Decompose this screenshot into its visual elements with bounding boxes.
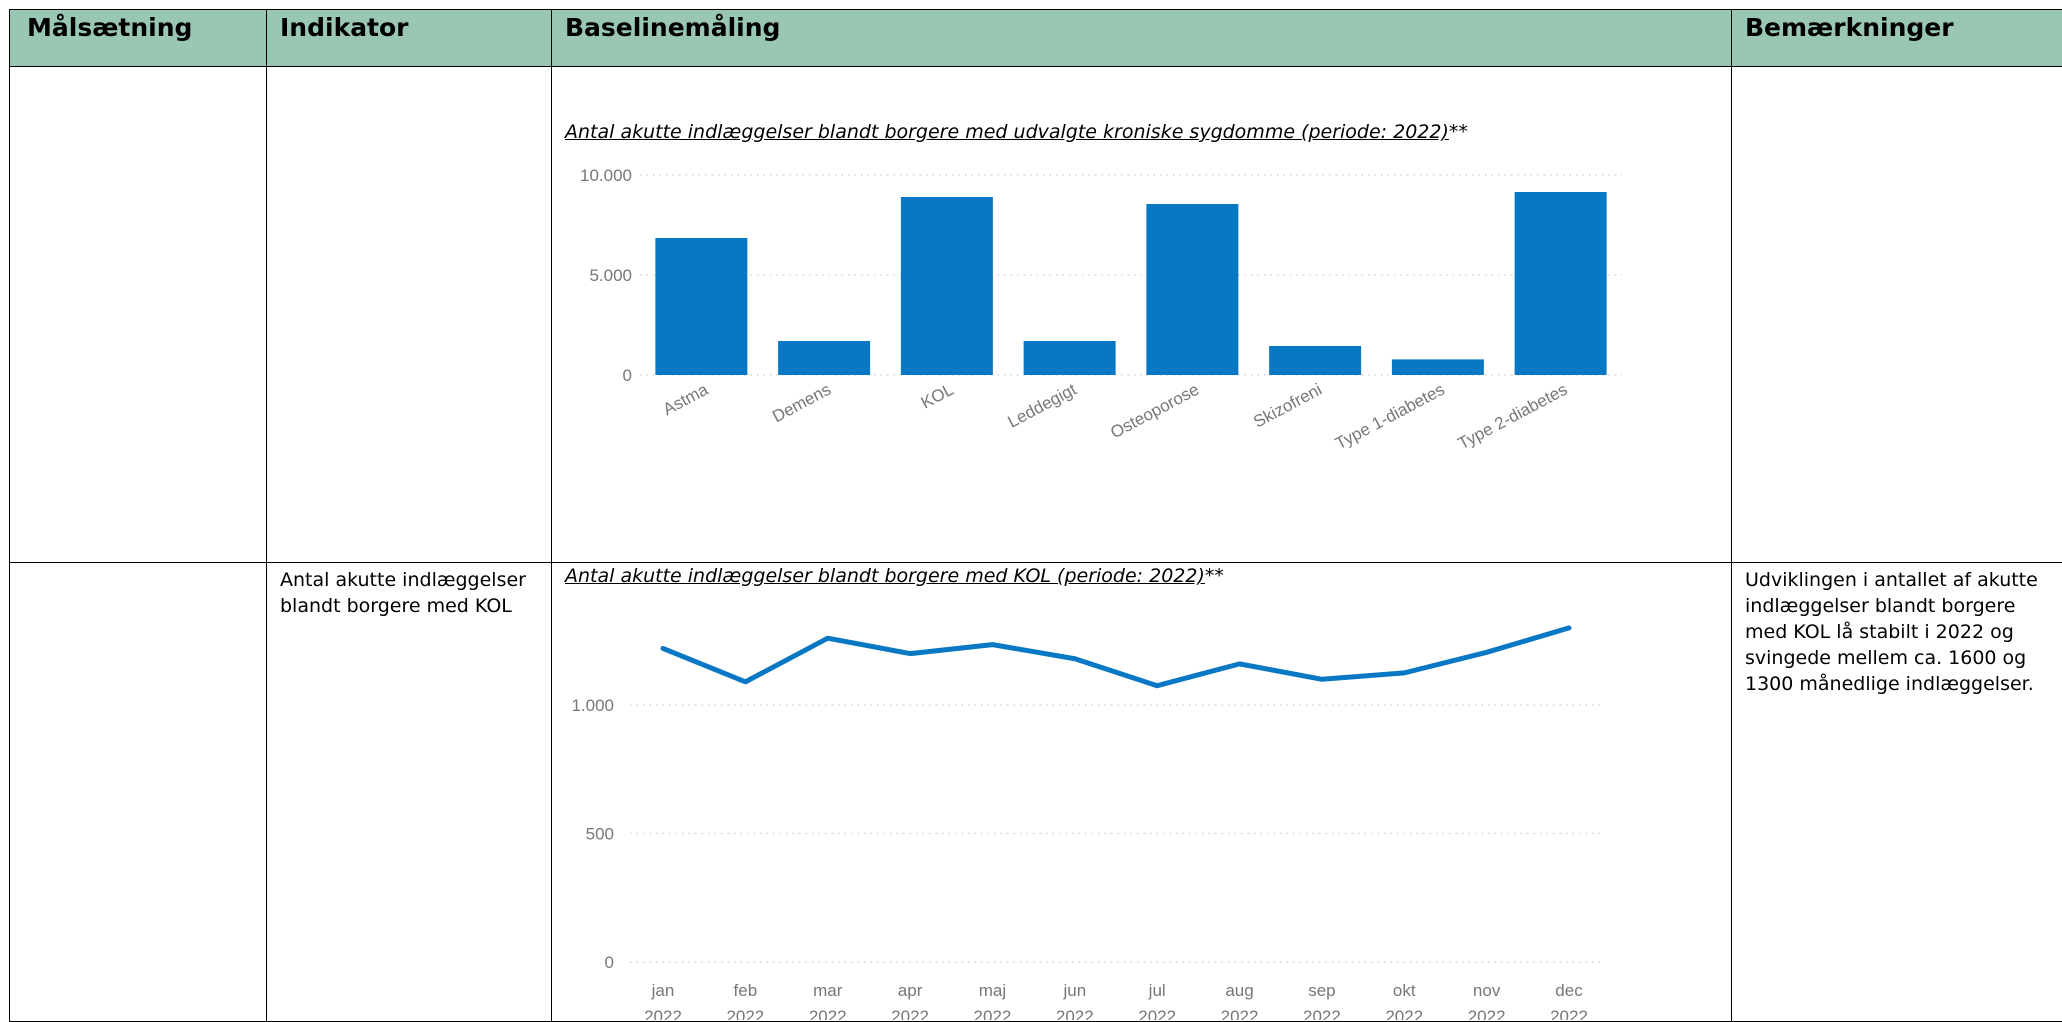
bar xyxy=(1146,204,1238,375)
line-chart: 0 500 1.000 jan 2022 feb 2022 mar 2022 apr 2022 maj… xyxy=(552,563,1730,1020)
cell-bemaerkninger xyxy=(1732,67,2062,563)
bar xyxy=(778,341,870,375)
series-line xyxy=(663,628,1569,686)
bar xyxy=(1024,341,1116,375)
y-tick-label: 5.000 xyxy=(589,266,632,285)
x-tick-label: maj xyxy=(979,981,1006,1000)
x-tick-sublabel: 2022 xyxy=(1221,1007,1259,1020)
y-tick-label: 1.000 xyxy=(571,696,614,715)
x-tick-label: okt xyxy=(1393,981,1416,1000)
header-malsaetning: Målsætning xyxy=(10,10,267,67)
x-tick-label: Osteoporose xyxy=(1107,380,1202,442)
x-tick-sublabel: 2022 xyxy=(1056,1007,1094,1020)
cell-malsaetning xyxy=(10,67,267,563)
table-row: Antal akutte indlæggelser blandt borgere… xyxy=(10,67,2062,563)
cell-bemaerkninger: Udviklingen i antallet af akutte indlægg… xyxy=(1732,563,2062,1022)
x-tick-label: jul xyxy=(1148,981,1166,1000)
x-tick-label: Type 2-diabetes xyxy=(1455,380,1571,454)
x-tick-sublabel: 2022 xyxy=(726,1007,764,1020)
y-tick-label: 10.000 xyxy=(580,166,632,185)
x-tick-label: sep xyxy=(1308,981,1335,1000)
x-tick-sublabel: 2022 xyxy=(1138,1007,1176,1020)
x-tick-label: mar xyxy=(813,981,843,1000)
baseline-table: Målsætning Indikator Baselinemåling Bemæ… xyxy=(9,9,2062,1022)
bar xyxy=(1515,192,1607,375)
x-tick-sublabel: 2022 xyxy=(1303,1007,1341,1020)
x-tick-sublabel: 2022 xyxy=(1468,1007,1506,1020)
x-tick-label: jun xyxy=(1062,981,1086,1000)
header-indikator: Indikator xyxy=(267,10,552,67)
x-tick-sublabel: 2022 xyxy=(1550,1007,1588,1020)
cell-indikator xyxy=(267,67,552,563)
x-tick-sublabel: 2022 xyxy=(644,1007,682,1020)
x-tick-label: aug xyxy=(1225,981,1253,1000)
x-tick-sublabel: 2022 xyxy=(974,1007,1012,1020)
y-tick-label: 0 xyxy=(623,366,632,385)
header-baselinemaaling: Baselinemåling xyxy=(552,10,1732,67)
header-row: Målsætning Indikator Baselinemåling Bemæ… xyxy=(10,10,2062,67)
x-tick-label: jan xyxy=(651,981,675,1000)
x-tick-label: apr xyxy=(898,981,923,1000)
x-tick-sublabel: 2022 xyxy=(809,1007,847,1020)
x-tick-label: Leddegigt xyxy=(1005,380,1080,432)
bar xyxy=(1269,346,1361,375)
bar-chart: 0 5.000 10.000 Astma Demens KOL Leddegigt Osteo… xyxy=(552,67,1730,561)
y-tick-label: 500 xyxy=(586,825,614,844)
x-tick-label: Astma xyxy=(660,380,712,420)
x-tick-label: Type 1-diabetes xyxy=(1332,380,1448,454)
x-tick-sublabel: 2022 xyxy=(1385,1007,1423,1020)
x-tick-sublabel: 2022 xyxy=(891,1007,929,1020)
x-tick-label: dec xyxy=(1555,981,1583,1000)
x-tick-label: nov xyxy=(1473,981,1501,1000)
y-tick-label: 0 xyxy=(605,953,614,972)
bar xyxy=(655,238,747,375)
cell-baselinemaaling: Antal akutte indlæggelser blandt borgere… xyxy=(552,67,1732,563)
header-bemaerkninger: Bemærkninger xyxy=(1732,10,2062,67)
x-tick-label: KOL xyxy=(918,380,957,413)
x-tick-label: Skizofreni xyxy=(1250,380,1325,432)
cell-baselinemaaling: Antal akutte indlæggelser blandt borgere… xyxy=(552,563,1732,1022)
x-tick-label: feb xyxy=(734,981,758,1000)
table-row: Antal akutte indlæggelser blandt borgere… xyxy=(10,563,2062,1022)
bar xyxy=(901,197,993,375)
cell-indikator: Antal akutte indlæggelser blandt borgere… xyxy=(267,563,552,1022)
x-tick-label: Demens xyxy=(769,380,834,426)
bar xyxy=(1392,359,1484,375)
cell-malsaetning xyxy=(10,563,267,1022)
